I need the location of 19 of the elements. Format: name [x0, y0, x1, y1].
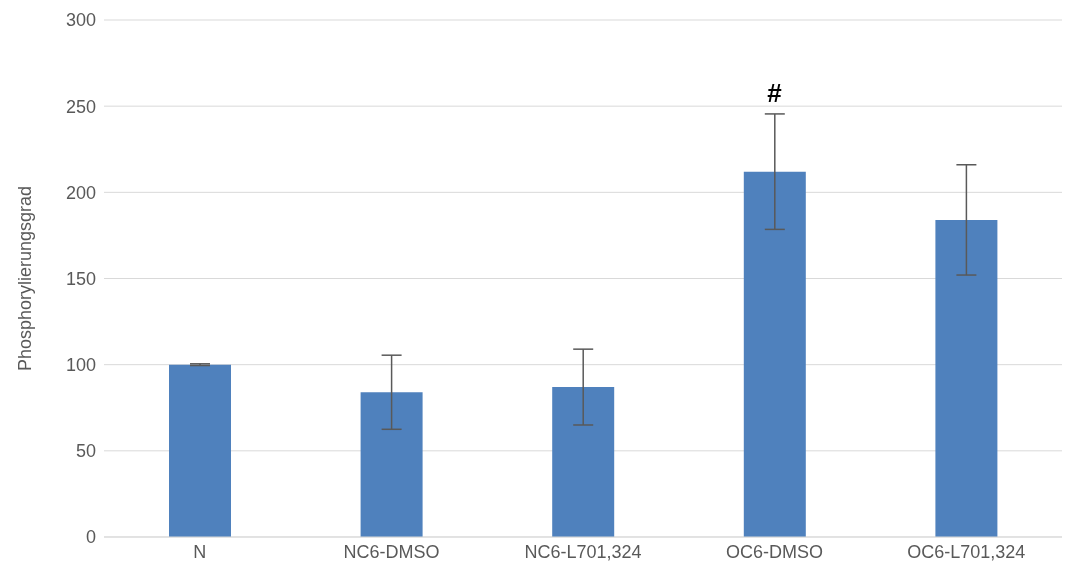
y-tick-label: 150 — [65, 268, 96, 289]
y-tick-label: 100 — [65, 355, 96, 376]
x-tick-label: NC6-L701,324 — [524, 541, 642, 562]
bar — [360, 392, 423, 537]
y-axis-title: Phosphorylierungsgrad — [15, 185, 36, 372]
bar — [743, 171, 806, 537]
y-tick-label: 300 — [65, 10, 96, 31]
x-tick-label: N — [193, 541, 207, 562]
y-tick-label: 200 — [65, 182, 96, 203]
y-tick-label: 250 — [65, 96, 96, 117]
bar — [552, 387, 615, 537]
x-tick-label: NC6-DMSO — [343, 541, 440, 562]
bar — [935, 219, 998, 537]
x-tick-label: OC6-L701,324 — [907, 541, 1026, 562]
y-tick-label: 0 — [85, 527, 96, 548]
bar — [169, 364, 231, 537]
annotation: # — [767, 77, 783, 108]
x-tick-label: OC6-DMSO — [726, 541, 824, 562]
y-tick-label: 50 — [75, 441, 96, 462]
